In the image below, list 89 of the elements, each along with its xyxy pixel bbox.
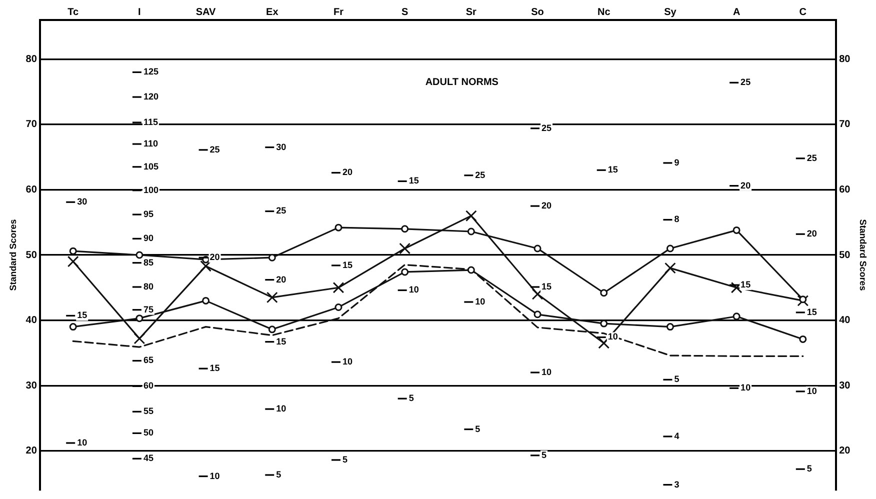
annotation: 15 (276, 336, 286, 346)
x-tick-label: I (138, 6, 142, 18)
annotation: 125 (143, 66, 158, 77)
annotation: 9 (674, 157, 680, 168)
annotation: 5 (276, 469, 282, 480)
x-tick-label: Fr (333, 6, 344, 18)
y2-tick-label: 70 (839, 119, 851, 130)
annotation: ADULT NORMS (425, 76, 499, 88)
y2-tick-label: 60 (839, 184, 851, 196)
annotation: 10 (210, 470, 220, 481)
annotation: 5 (408, 393, 414, 404)
annotation: 20 (542, 200, 552, 211)
annotation: 4 (674, 430, 680, 441)
annotation: 10 (276, 404, 286, 414)
y2-tick-label: 50 (839, 250, 851, 261)
annotation: 100 (143, 184, 158, 195)
annotation: 55 (143, 406, 154, 416)
annotation: 25 (276, 206, 286, 216)
y-tick-label: 80 (26, 54, 38, 65)
annotation: 95 (143, 209, 154, 220)
annotation: 15 (608, 164, 618, 175)
annotation: 110 (143, 138, 158, 149)
annotation: 20 (740, 180, 751, 190)
annotation: 75 (143, 304, 154, 314)
annotation: 20 (806, 228, 817, 239)
annotation: 20 (210, 252, 220, 262)
annotation: 10 (740, 382, 751, 393)
y-tick-label: 40 (26, 315, 38, 326)
annotation: 10 (77, 437, 88, 448)
annotation: 5 (475, 424, 480, 434)
annotation: 15 (408, 176, 419, 186)
y-tick-label: 70 (26, 119, 38, 130)
annotation: 15 (342, 260, 352, 270)
annotation: 10 (608, 332, 618, 342)
annotation: 5 (542, 450, 547, 460)
x-tick-label: A (732, 6, 740, 18)
y-tick-label: 50 (26, 250, 38, 261)
annotation: 50 (143, 428, 154, 438)
annotation: 10 (542, 366, 552, 377)
annotation: 115 (143, 116, 158, 127)
x-tick-label: Nc (597, 6, 611, 18)
annotation: 90 (143, 233, 154, 244)
annotation: 25 (740, 77, 751, 88)
annotation: 25 (806, 152, 817, 163)
y2-tick-label: 80 (839, 54, 851, 65)
annotation: 15 (542, 281, 552, 292)
annotation: 105 (143, 161, 158, 172)
annotation: 8 (674, 214, 680, 224)
x-tick-label: So (531, 6, 544, 18)
x-tick-label: S (401, 6, 408, 18)
annotation: 10 (342, 356, 352, 367)
annotation: 30 (77, 196, 88, 207)
annotation: 20 (276, 274, 286, 284)
annotation: 25 (475, 170, 486, 180)
annotation: 65 (143, 355, 154, 366)
annotation: 80 (143, 281, 154, 292)
y-tick-label: 30 (26, 380, 38, 392)
annotation: 5 (806, 464, 812, 474)
annotation: 45 (143, 453, 154, 464)
annotation: 60 (143, 380, 154, 391)
y-tick-label: 60 (26, 184, 38, 196)
annotation: 15 (806, 306, 817, 317)
annotation: 10 (475, 296, 486, 306)
annotation: 5 (342, 454, 348, 464)
annotation: 10 (806, 386, 817, 396)
y2-tick-label: 30 (839, 380, 851, 392)
y2-axis-title: Standard Scores (858, 219, 868, 291)
y-tick-label: 20 (26, 446, 38, 457)
annotation: 30 (276, 142, 286, 152)
x-tick-label: Ex (266, 6, 279, 18)
annotation: 20 (342, 167, 352, 178)
y2-tick-label: 40 (839, 315, 851, 326)
annotation: 3 (674, 479, 680, 490)
x-tick-label: Sr (466, 6, 477, 18)
annotation: 15 (77, 310, 88, 320)
x-tick-label: C (799, 6, 807, 18)
annotation: 10 (408, 284, 419, 295)
x-tick-label: SAV (196, 6, 216, 18)
annotation: 120 (143, 92, 158, 102)
annotation: 15 (740, 280, 751, 290)
y2-tick-label: 20 (839, 446, 851, 457)
x-tick-label: Sy (664, 6, 677, 18)
annotation: 25 (210, 144, 220, 154)
annotation: 15 (210, 363, 220, 374)
x-tick-label: Tc (68, 6, 79, 18)
annotation: 85 (143, 257, 154, 268)
annotation: 5 (674, 374, 680, 384)
annotation: 25 (542, 122, 552, 133)
y-axis-title: Standard Scores (8, 219, 18, 291)
